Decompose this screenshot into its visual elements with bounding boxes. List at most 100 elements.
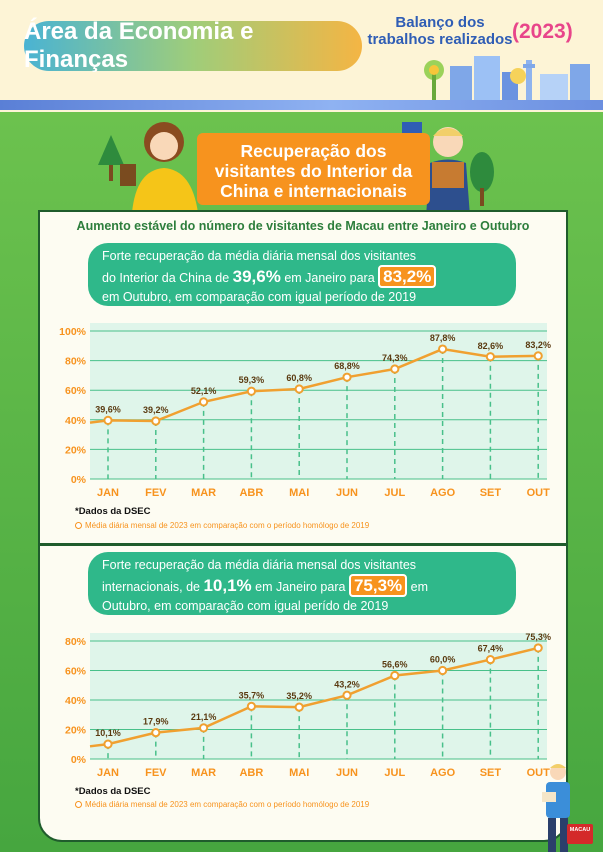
x-tick-label: MAI [289,487,309,499]
x-tick-label: JUN [336,767,358,779]
data-point [151,416,161,426]
value-start: 39,6% [232,266,281,286]
data-point [103,415,113,425]
y-tick-label: 40% [65,415,87,427]
x-tick-label: SET [480,767,502,779]
logo: MACAU [567,824,593,844]
data-label: 39,6% [95,404,121,414]
data-label: 17,9% [143,717,169,727]
summary-international-visitors: Forte recuperação da média diária mensal… [88,552,516,615]
data-label: 68,8% [334,361,360,371]
data-point [390,670,400,681]
data-source-note: *Dados da DSEC [75,506,151,517]
tree-illustration [470,152,494,206]
x-tick-label: SET [480,487,502,499]
value-end-highlight: 75,3% [348,573,408,597]
section-heading: Aumento estável do número de visitantes … [76,219,530,233]
data-label: 56,6% [382,660,408,670]
legend-marker-icon [75,522,82,529]
data-point [199,397,209,407]
report-title: Balanço dos trabalhos realizados [366,14,514,48]
legend-label: Média diária mensal de 2023 em comparaçã… [85,800,370,809]
data-source-note: *Dados da DSEC [75,786,151,797]
data-point [294,702,304,712]
data-point [342,372,352,382]
summary-text: em [407,579,428,594]
chart-legend: Média diária mensal de 2023 em comparaçã… [75,521,369,530]
summary-text: em Janeiro para [280,270,379,285]
data-label: 67,4% [478,644,504,654]
summary-text: internacionais, de [102,579,204,594]
data-point [246,701,256,711]
logo-text: MACAU [569,827,591,833]
value-end-highlight: 83,2% [378,264,437,288]
summary-line: Forte recuperação da média diária mensal… [102,558,417,572]
x-tick-label: ABR [239,487,263,499]
chart-mainland-visitors: 0% 20% 40% 60% 80% 100% JAN FEV MAR ABR MAI JUN JUL A… [59,323,551,499]
data-point [533,351,543,361]
data-label: 21,1% [191,712,217,722]
y-tick-label: 0% [71,474,87,486]
data-point [342,690,352,700]
x-tick-label: MAR [191,487,216,499]
summary-line: internacionais, de 10,1% em Janeiro para… [102,573,502,598]
value-start: 10,1% [203,575,252,595]
y-tick-label: 20% [65,444,87,456]
card-divider [38,543,568,546]
x-tick-label: MAI [289,767,309,779]
y-tick-label: 100% [59,326,87,338]
title-line1: Recuperação dos [240,141,387,161]
summary-text: do Interior da China de [102,270,233,285]
header-stripe [0,100,603,110]
x-tick-label: OUT [527,487,551,499]
summary-line: Outubro, em comparação com igual perído … [102,599,389,613]
report-year: (2023) [512,20,573,43]
data-point [246,386,256,396]
x-tick-label: FEV [145,767,167,779]
legend-label: Média diária mensal de 2023 em comparaçã… [85,521,370,530]
data-point [103,739,113,749]
y-tick-label: 80% [65,636,87,648]
x-tick-label: JUL [384,767,405,779]
plot-area [90,323,547,479]
chart-international-visitors: 0% 20% 40% 60% 80% JAN FEV MAR ABR MAI JUN JUL AGO SE… [65,632,551,779]
data-label: 60,8% [286,373,312,383]
summary-line: Forte recuperação da média diária mensal… [102,249,417,263]
data-label: 60,0% [430,655,456,665]
x-tick-label: AGO [430,767,456,779]
data-label: 59,3% [239,375,265,385]
x-tick-label: JUN [336,487,358,499]
title-banner: Recuperação dos visitantes do Interior d… [197,133,430,205]
title-line3: China e internacionais [220,181,407,201]
area-title: Área da Economia e Finanças [24,18,362,73]
data-point [151,727,161,738]
data-point [438,344,448,354]
data-label: 87,8% [430,333,456,343]
boy-character-illustration [402,122,470,216]
data-label: 39,2% [143,405,169,415]
title-line2: visitantes do Interior da [214,161,413,181]
x-tick-label: OUT [527,767,551,779]
y-tick-label: 40% [65,695,87,707]
summary-text: em Janeiro para [251,579,349,594]
data-point [485,654,495,665]
tree-illustration [98,135,124,181]
data-label: 43,2% [334,679,360,689]
x-tick-label: JUL [384,487,405,499]
data-label: 82,6% [478,341,504,351]
data-point [485,352,495,362]
y-tick-label: 0% [71,754,87,766]
data-label: 83,2% [525,340,551,350]
x-tick-label: JAN [97,487,119,499]
girl-character-illustration [120,122,198,213]
x-tick-label: FEV [145,487,167,499]
x-tick-label: JAN [97,767,119,779]
y-tick-label: 60% [65,385,87,397]
x-tick-label: ABR [239,767,263,779]
data-label: 52,1% [191,386,217,396]
report-title-line2: trabalhos realizados [367,31,513,48]
summary-mainland-visitors: Forte recuperação da média diária mensal… [88,243,516,306]
data-label: 10,1% [95,728,121,738]
y-tick-label: 60% [65,666,87,678]
data-label: 35,2% [286,691,312,701]
